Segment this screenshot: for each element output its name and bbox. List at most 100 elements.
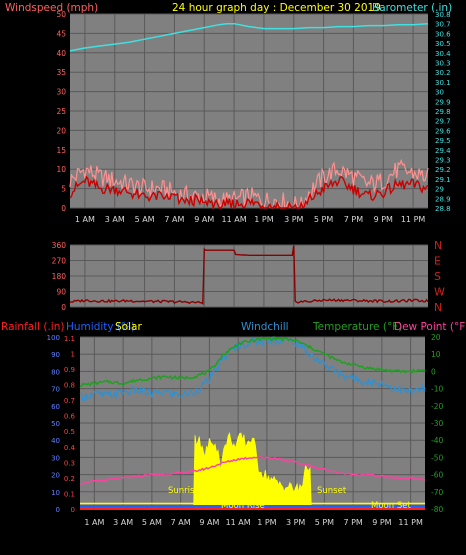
barometer-y-tick-label: 30.1	[435, 79, 451, 87]
temp-x-tick-label: 5 AM	[142, 518, 162, 527]
chart-title: 24 hour graph day : December 30 2019	[172, 2, 381, 14]
direction-y-tick-label: 360	[52, 241, 67, 250]
solar-legend: Solar	[115, 321, 142, 333]
humidity-y-tick-label: 0	[56, 506, 60, 514]
rainfall-y-tick-label: 0.7	[64, 397, 75, 405]
windchill-legend: Windchill	[241, 321, 289, 333]
barometer-y-tick-label: 29.3	[435, 157, 451, 165]
direction-y-tick-label: 90	[56, 288, 66, 297]
direction-y-tick-label: 270	[52, 257, 67, 266]
wind-direction-line	[69, 245, 429, 305]
wind-barometer-panel: 0510152025303540455028.828.92929.129.229…	[56, 10, 451, 224]
barometer-y-tick-label: 30.4	[435, 50, 451, 58]
barometer-y-tick-label: 28.8	[435, 205, 451, 213]
temperature-y-tick-label: -20	[431, 402, 443, 411]
rainfall-y-tick-label: 0.5	[64, 428, 75, 436]
barometer-y-tick-label: 29	[435, 186, 444, 194]
temperature-legend: Temperature (°F)	[312, 321, 402, 333]
sunset-label: Sunset	[317, 486, 347, 496]
dewpoint-line	[79, 455, 426, 485]
humidity-y-tick-label: 40	[51, 437, 60, 445]
wind-x-tick-label: 5 PM	[314, 215, 333, 224]
windspeed-y-tick-label: 15	[56, 146, 66, 155]
humidity-y-tick-label: 50	[51, 420, 60, 428]
humidity-y-tick-label: 20	[51, 472, 60, 480]
temp-x-tick-label: 11 AM	[226, 518, 251, 527]
direction-y-tick-label: 180	[52, 272, 67, 281]
temperature-y-tick-label: -10	[431, 385, 443, 394]
wind-direction-panel: 0 N 90 W 180 S 270 E 360 N	[52, 239, 445, 314]
barometer-y-tick-label: 29.2	[435, 166, 451, 174]
rainfall-y-tick-label: 0.1	[64, 490, 75, 498]
barometer-y-tick-label: 30	[435, 89, 444, 97]
barometer-y-tick-label: 30.5	[435, 40, 451, 48]
barometer-line	[69, 22, 429, 52]
wind-x-tick-label: 7 AM	[164, 215, 184, 224]
temperature-y-tick-label: 10	[431, 350, 441, 359]
windspeed-y-tick-label: 35	[56, 68, 66, 77]
barometer-y-tick-label: 29.5	[435, 137, 451, 145]
wind-x-tick-label: 1 PM	[254, 215, 273, 224]
humidity-y-tick-label: 60	[51, 403, 60, 411]
temp-x-tick-label: 7 AM	[171, 518, 191, 527]
wind-x-tick-label: 9 PM	[374, 215, 393, 224]
windspeed-y-tick-label: 25	[56, 107, 66, 116]
wind-x-tick-label: 3 PM	[284, 215, 303, 224]
temp-x-tick-label: 1 AM	[84, 518, 104, 527]
temperature-y-tick-label: 20	[431, 333, 441, 342]
barometer-y-tick-label: 30.3	[435, 60, 451, 68]
wind-x-tick-label: 11 PM	[401, 215, 426, 224]
moonset-label: Moon Set	[371, 501, 411, 511]
compass-label: E	[434, 255, 441, 268]
sunrise-label: Sunrise	[168, 486, 200, 496]
rainfall-y-tick-label: 0.9	[64, 366, 75, 374]
barometer-y-tick-label: 30.6	[435, 30, 451, 38]
temp-x-tick-label: 7 PM	[343, 518, 362, 527]
wind-x-tick-label: 9 AM	[194, 215, 214, 224]
temp-x-tick-label: 3 PM	[286, 518, 305, 527]
windspeed-y-tick-label: 50	[56, 10, 66, 19]
rainfall-y-tick-label: 0	[71, 506, 75, 514]
temp-x-tick-label: 11 PM	[398, 518, 423, 527]
rainfall-y-tick-label: 0.6	[64, 413, 76, 421]
windspeed-y-tick-label: 45	[56, 29, 66, 38]
compass-label: W	[434, 286, 445, 299]
windchill-line	[79, 336, 426, 402]
wind-x-tick-label: 7 PM	[344, 215, 363, 224]
rainfall-legend: Rainfall (.in)	[1, 321, 64, 333]
windspeed-axis-label: Windspeed (mph)	[5, 2, 98, 14]
compass-label: S	[434, 270, 441, 283]
barometer-y-tick-label: 30.8	[435, 11, 451, 19]
wind-x-tick-label: 3 AM	[105, 215, 125, 224]
temperature-y-tick-label: -40	[431, 436, 443, 445]
rainfall-y-tick-label: 0.8	[64, 382, 75, 390]
windspeed-y-tick-label: 30	[56, 88, 66, 97]
barometer-y-tick-label: 29.8	[435, 108, 451, 116]
rainfall-y-tick-label: 0.4	[64, 444, 76, 452]
rainfall-y-tick-label: 1.1	[64, 335, 75, 343]
dewpoint-legend: Dew Point (°F)	[394, 321, 466, 333]
barometer-y-tick-label: 29.1	[435, 176, 451, 184]
barometer-axis-label: Barometer (.in)	[372, 2, 452, 14]
temperature-y-tick-label: 0	[431, 367, 436, 376]
barometer-y-tick-label: 29.9	[435, 98, 451, 106]
humidity-y-tick-label: 70	[51, 386, 60, 394]
temperature-panel: Sunrise Sunset Moon Rise Moon Set 010203…	[47, 333, 444, 527]
humidity-y-tick-label: 90	[51, 351, 60, 359]
temperature-y-tick-label: -60	[431, 471, 443, 480]
temperature-line	[79, 335, 426, 388]
barometer-y-tick-label: 30.2	[435, 69, 451, 77]
temp-x-tick-label: 1 PM	[257, 518, 276, 527]
temp-x-tick-label: 5 PM	[315, 518, 334, 527]
temp-x-tick-label: 3 AM	[113, 518, 133, 527]
temperature-y-tick-label: -30	[431, 419, 443, 428]
barometer-y-tick-label: 29.6	[435, 127, 451, 135]
direction-y-tick-label: 0	[61, 303, 66, 312]
wind-x-tick-label: 5 AM	[135, 215, 155, 224]
humidity-y-tick-label: 100	[47, 334, 60, 342]
rainfall-y-tick-label: 0.2	[64, 475, 75, 483]
windspeed-y-tick-label: 0	[61, 204, 66, 213]
temperature-y-tick-label: -80	[431, 505, 443, 514]
barometer-y-tick-label: 30.7	[435, 21, 451, 29]
